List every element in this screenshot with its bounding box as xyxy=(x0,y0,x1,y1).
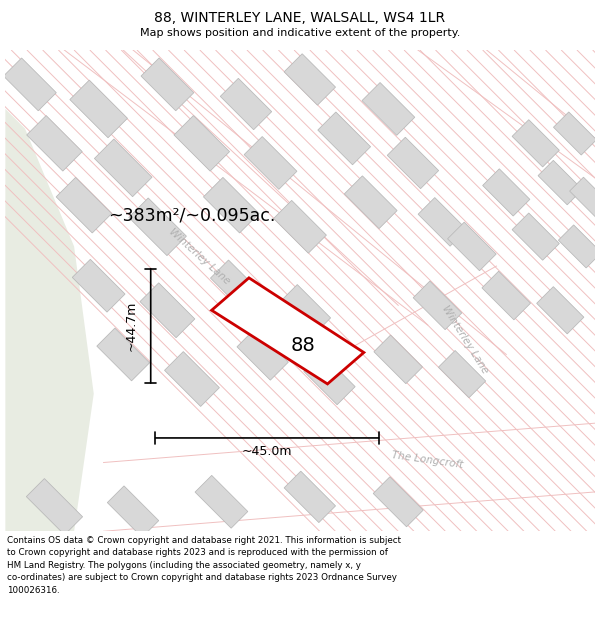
Text: 88: 88 xyxy=(290,336,315,356)
Text: ~44.7m: ~44.7m xyxy=(125,301,137,351)
Polygon shape xyxy=(304,353,355,405)
Polygon shape xyxy=(569,177,600,217)
Polygon shape xyxy=(129,198,187,256)
Polygon shape xyxy=(211,260,262,311)
Polygon shape xyxy=(174,116,230,171)
Polygon shape xyxy=(26,116,82,171)
Polygon shape xyxy=(140,283,195,338)
Polygon shape xyxy=(448,222,496,271)
Polygon shape xyxy=(195,476,248,528)
Polygon shape xyxy=(418,198,467,246)
Polygon shape xyxy=(536,287,584,334)
Polygon shape xyxy=(4,58,56,111)
Polygon shape xyxy=(284,471,335,522)
Polygon shape xyxy=(387,138,439,189)
Polygon shape xyxy=(94,139,152,197)
Polygon shape xyxy=(141,58,194,111)
Polygon shape xyxy=(413,281,462,329)
Polygon shape xyxy=(482,169,530,216)
Text: Winterley Lane: Winterley Lane xyxy=(167,226,232,286)
Polygon shape xyxy=(362,82,415,136)
Polygon shape xyxy=(26,479,83,535)
Text: Map shows position and indicative extent of the property.: Map shows position and indicative extent… xyxy=(140,28,460,38)
Polygon shape xyxy=(284,54,335,105)
Polygon shape xyxy=(344,176,397,229)
Polygon shape xyxy=(373,477,423,527)
Polygon shape xyxy=(70,80,127,138)
Polygon shape xyxy=(5,109,94,531)
Text: 88, WINTERLEY LANE, WALSALL, WS4 1LR: 88, WINTERLEY LANE, WALSALL, WS4 1LR xyxy=(154,11,446,25)
Polygon shape xyxy=(220,78,272,130)
Text: ~45.0m: ~45.0m xyxy=(242,445,292,458)
Polygon shape xyxy=(203,177,259,233)
Polygon shape xyxy=(512,213,559,260)
Polygon shape xyxy=(482,271,530,320)
Polygon shape xyxy=(559,225,600,268)
Polygon shape xyxy=(279,284,331,336)
Polygon shape xyxy=(72,259,125,312)
Polygon shape xyxy=(374,335,422,384)
Polygon shape xyxy=(418,50,595,306)
Text: ~383m²/~0.095ac.: ~383m²/~0.095ac. xyxy=(109,206,276,224)
Polygon shape xyxy=(318,112,371,165)
Polygon shape xyxy=(56,177,112,233)
Polygon shape xyxy=(97,328,149,381)
Text: The Longcroft: The Longcroft xyxy=(391,451,464,471)
Polygon shape xyxy=(244,136,297,189)
Polygon shape xyxy=(107,486,159,538)
Polygon shape xyxy=(512,120,559,167)
Polygon shape xyxy=(64,50,428,354)
Polygon shape xyxy=(164,352,220,406)
Polygon shape xyxy=(212,278,364,384)
Polygon shape xyxy=(237,329,289,380)
Text: Winterley Lane: Winterley Lane xyxy=(440,304,490,376)
Polygon shape xyxy=(538,161,583,205)
Polygon shape xyxy=(104,404,595,531)
Polygon shape xyxy=(553,112,596,155)
Text: Contains OS data © Crown copyright and database right 2021. This information is : Contains OS data © Crown copyright and d… xyxy=(7,536,401,594)
Polygon shape xyxy=(274,201,326,253)
Polygon shape xyxy=(439,351,485,398)
